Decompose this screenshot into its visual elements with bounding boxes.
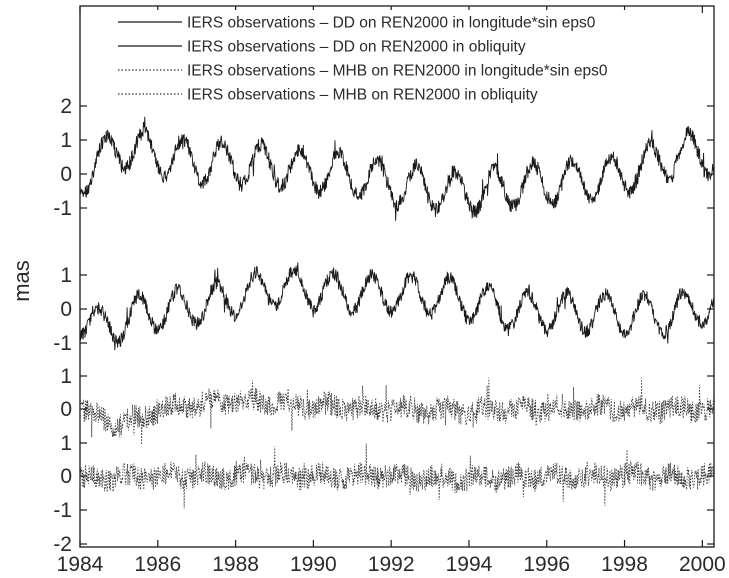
legend-label-mhb-obliquity: IERS observations – MHB on REN2000 in ob… (187, 87, 538, 104)
legend-label-dd-obliquity: IERS observations – DD on REN2000 in obl… (187, 39, 526, 56)
series-line-1 (79, 116, 715, 221)
x-tick-label: 1998 (601, 553, 648, 576)
legend: IERS observations – DD on REN2000 in lon… (110, 10, 670, 104)
y-tick-label: 0 (60, 398, 72, 421)
ticks-layer: 1984 1986 1988 1990 1992 1994 1996 1998 2000 2 1 0 -… (53, 6, 726, 576)
y-tick-label: -1 (53, 332, 72, 355)
y-tick-label: 0 (60, 465, 72, 488)
y-tick-label: 0 (60, 163, 72, 186)
x-tick-label: 2000 (679, 553, 726, 576)
x-tick-label: 1990 (290, 553, 337, 576)
x-tick-label: 1986 (134, 553, 181, 576)
legend-label-dd-longitude: IERS observations – DD on REN2000 in lon… (187, 15, 596, 32)
y-tick-label: 1 (60, 129, 72, 152)
series-line-2 (79, 262, 715, 351)
y-tick-label: -2 (53, 533, 72, 556)
series-layer (79, 116, 715, 509)
y-tick-label: 1 (60, 432, 72, 455)
series-line-3 (79, 377, 715, 445)
y-tick-label: 0 (60, 298, 72, 321)
y-tick-label: -1 (53, 499, 72, 522)
x-tick-label: 1988 (212, 553, 259, 576)
x-tick-label: 1994 (446, 553, 493, 576)
x-tick-label: 1996 (523, 553, 570, 576)
y-axis-label: mas (9, 260, 34, 302)
legend-label-mhb-longitude: IERS observations – MHB on REN2000 in lo… (187, 63, 608, 80)
y-tick-label: 1 (60, 365, 72, 388)
x-tick-label: 1992 (368, 553, 415, 576)
x-tick-label: 1984 (57, 553, 104, 576)
series-line-4 (79, 443, 715, 509)
y-tick-label: -1 (53, 197, 72, 220)
plot-frame (79, 5, 715, 548)
legend-background (110, 10, 670, 103)
y-tick-label: 1 (60, 264, 72, 287)
y-tick-label: 2 (60, 95, 72, 118)
